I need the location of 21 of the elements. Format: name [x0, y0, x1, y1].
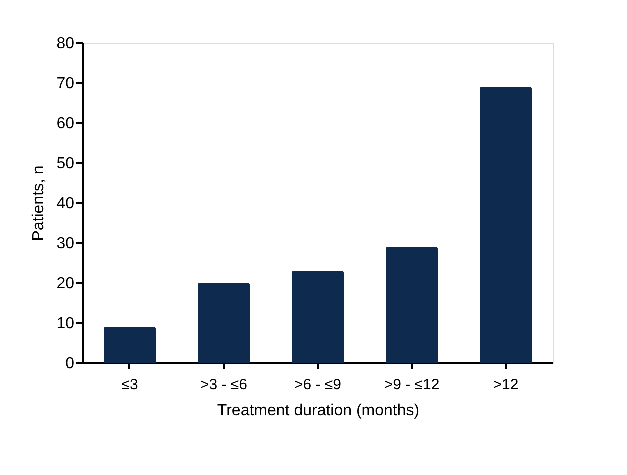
bar [386, 247, 438, 363]
y-tick-label: 20 [56, 276, 75, 292]
y-tick-label: 50 [56, 156, 75, 172]
bar [480, 87, 532, 363]
x-axis-title: Treatment duration (months) [217, 402, 420, 420]
x-tick-label: >9 - ≤12 [384, 376, 440, 394]
y-tick-label: 70 [56, 76, 75, 92]
bar [104, 327, 156, 363]
y-tick-label: 0 [66, 356, 75, 372]
y-tick-label: 10 [56, 316, 75, 332]
x-tick-label: ≤3 [122, 376, 138, 394]
x-tick-label: >6 - ≤9 [294, 376, 342, 394]
x-tick-label: >12 [493, 376, 519, 394]
y-tick-label: 80 [56, 36, 75, 52]
bar [198, 283, 250, 363]
y-tick-label: 60 [56, 116, 75, 132]
y-tick-label: 30 [56, 236, 75, 252]
x-tick-label: >3 - ≤6 [200, 376, 248, 394]
y-tick-label: 40 [56, 196, 75, 212]
y-axis-title: Patients, n [30, 166, 48, 242]
bar [292, 271, 344, 363]
